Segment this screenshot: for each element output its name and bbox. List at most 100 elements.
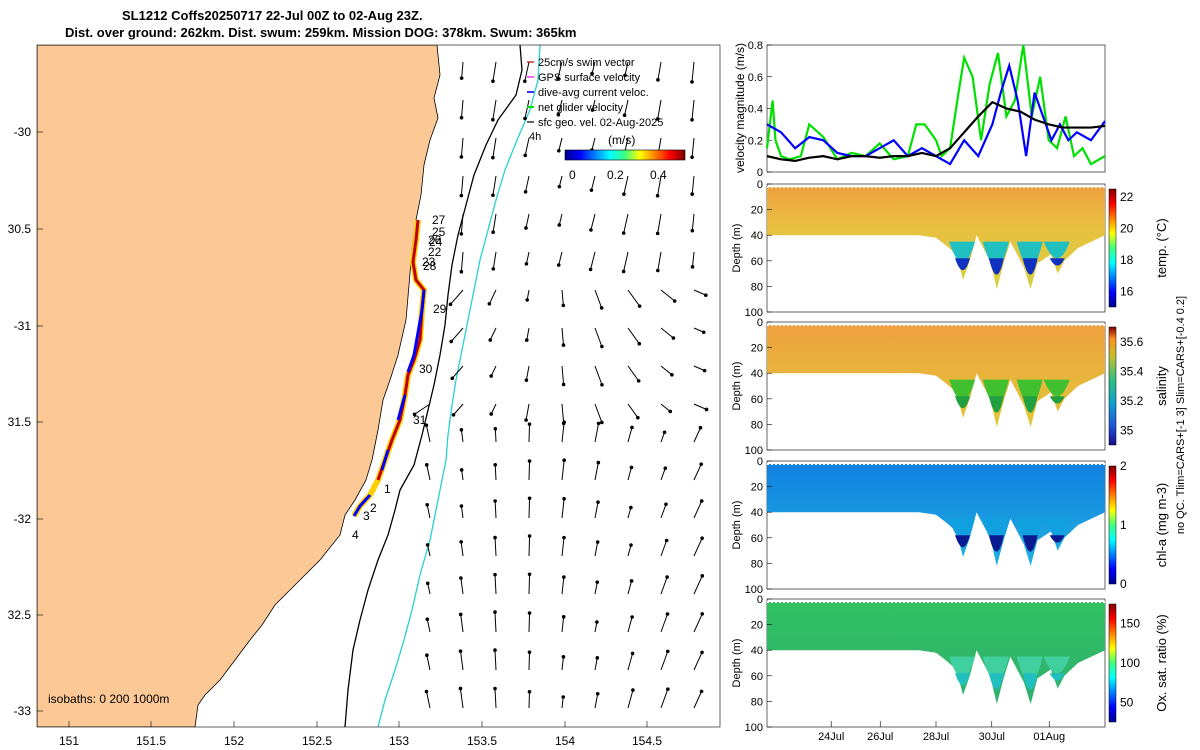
geo-arrow-head [588, 267, 593, 272]
geo-arrow-head [664, 538, 669, 543]
geo-arrow [594, 693, 599, 709]
geo-arrow-head [629, 505, 633, 510]
geo-arrow [594, 462, 599, 481]
geo-arrow-head [459, 504, 464, 508]
map-ytick-label: -31 [14, 319, 32, 333]
geo-arrow-head [631, 688, 635, 692]
geo-arrow [590, 175, 596, 191]
geo-arrow [460, 577, 464, 595]
map-axis-ticks: 151 151.5 152 152.5 153 153.5 154 154.5 -30 30.5 -… [8, 125, 663, 748]
geo-arrow-head [665, 612, 670, 616]
section-deep-layer [1022, 535, 1038, 552]
geo-arrow-head [561, 655, 566, 659]
geo-arrow [627, 653, 634, 671]
section-fill [767, 187, 1105, 289]
geo-arrow [627, 289, 641, 307]
section-mid-layer [949, 379, 976, 401]
geo-arrow-head [655, 117, 660, 121]
section-temp: 0 20 40 60 80 100 Depth (m) 22 20 18 16 temp. (°C) [731, 179, 1169, 319]
geo-arrow-head [670, 373, 674, 377]
day-label: 3 [363, 509, 370, 523]
geo-arrow-head [458, 649, 463, 654]
geo-arrow [693, 613, 703, 633]
section-ytick-label: 40 [751, 645, 763, 657]
section-ytick-label: 80 [751, 419, 763, 431]
geo-arrow-head [690, 80, 694, 84]
geo-arrow-head [425, 653, 429, 658]
geo-arrow [561, 577, 565, 595]
section-deep-layer [1022, 673, 1038, 690]
geo-arrow [490, 365, 497, 377]
geo-arrow [627, 365, 640, 382]
geo-arrow-head [527, 496, 532, 501]
geo-arrow-head [595, 540, 600, 544]
geo-arrow [460, 137, 464, 157]
geo-arrow-head [700, 536, 704, 540]
geo-arrow [525, 175, 530, 192]
section-ylabel: Depth (m) [731, 639, 743, 688]
geo-arrow-head [561, 615, 566, 619]
map-legend: 25cm/s swim vector GPS surface velocity … [527, 57, 686, 182]
geo-arrow [660, 327, 674, 339]
geo-arrow [627, 467, 632, 481]
geo-arrow [494, 688, 497, 709]
geo-arrow [561, 498, 565, 519]
legend-dive: dive-avg current veloc. [538, 87, 649, 99]
geo-arrow [524, 137, 530, 156]
geo-arrow [526, 327, 530, 341]
section-ytick-label: 40 [751, 507, 763, 519]
section-ylabel: Depth (m) [731, 362, 743, 411]
velocity-line-dive-avg-current-veloc- [766, 61, 1106, 166]
geo-arrow [594, 327, 603, 347]
geo-arrow [627, 580, 633, 595]
geo-arrow [460, 614, 464, 633]
geo-arrow-head [458, 686, 463, 691]
geo-arrow [558, 213, 563, 226]
figure-title-line2: Dist. over ground: 262km. Dist. swum: 25… [65, 25, 577, 40]
geo-arrow [660, 468, 666, 481]
section-ylabel: Depth (m) [731, 501, 743, 550]
geo-arrow-head [664, 502, 668, 507]
geo-arrow [557, 61, 563, 79]
geo-arrow-head [600, 420, 604, 425]
geo-arrow-head [449, 339, 454, 344]
section-ytick-label: 60 [751, 394, 763, 406]
geo-arrow [450, 289, 464, 305]
geo-arrow [660, 576, 668, 595]
geo-arrow [528, 498, 531, 519]
geo-arrow [624, 61, 629, 76]
map-xtick-label: 154 [555, 734, 575, 748]
geo-arrow-head [557, 148, 561, 153]
geo-arrow-head [527, 572, 532, 577]
geo-arrow [494, 428, 497, 443]
geo-arrow [492, 251, 497, 269]
geo-arrow [525, 403, 530, 421]
map-ytick-label: -32 [14, 512, 32, 526]
geo-arrow [492, 99, 497, 120]
geo-arrow [460, 429, 464, 443]
geo-arrow-head [562, 535, 566, 540]
vel-ytick-label: 0.6 [748, 72, 763, 84]
geo-arrow-head [590, 71, 594, 76]
geo-arrow-head [589, 188, 594, 192]
geo-arrow-head [700, 574, 705, 578]
geo-arrow-head [630, 651, 635, 656]
geo-arrow [594, 502, 599, 519]
section-colorbar-tick: 1 [1120, 518, 1127, 532]
section-colorbar-label: temp. (°C) [1154, 218, 1169, 277]
geo-arrow [590, 213, 596, 231]
geo-arrow [693, 500, 703, 519]
geo-arrow-head [629, 579, 634, 583]
geo-arrow [594, 423, 600, 443]
geo-arrow [528, 612, 531, 633]
map-xtick-label: 152.5 [302, 734, 332, 748]
geo-arrow [693, 403, 707, 410]
speed-colorbar-label: (m/s) [608, 133, 635, 147]
map-xtick-label: 153.5 [467, 734, 497, 748]
geo-arrow [426, 655, 431, 671]
geo-arrow [460, 541, 464, 557]
geo-arrow [623, 175, 629, 195]
section-deep-layer [1049, 535, 1065, 543]
day-label: 28 [423, 259, 437, 273]
map-ytick-label: -33 [14, 704, 32, 718]
